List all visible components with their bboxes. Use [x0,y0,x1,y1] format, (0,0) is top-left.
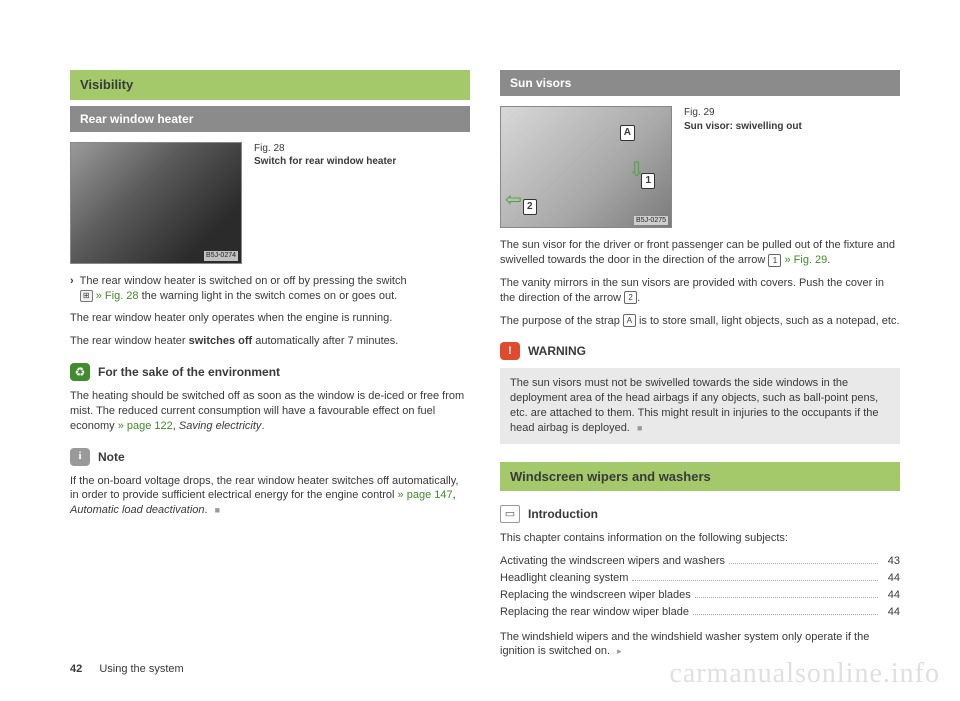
note-ref: » page 147 [398,489,453,501]
toc: Activating the windscreen wipers and was… [500,554,900,619]
end-marker: ■ [215,505,220,515]
note-heading: i Note [70,448,470,466]
paragraph-engine-running: The rear window heater only operates whe… [70,311,470,326]
right-column: Sun visors A 1 2 ⇩ ⇦ B5J-0275 Fig. 29 Su… [500,70,900,667]
label-2: 2 [523,199,537,215]
toc-row-1: Headlight cleaning system 44 [500,571,900,586]
environment-heading: ♻ For the sake of the environment [70,363,470,381]
note-post: , [453,489,456,501]
environment-title: For the sake of the environment [98,364,280,380]
figure-28-number: Fig. 28 [254,142,396,156]
label-A: A [620,125,635,141]
toc-label-1: Headlight cleaning system [500,571,628,586]
note-end: . [205,504,208,516]
sv-p3-post: is to store small, light objects, such a… [636,315,900,327]
page-number: 42 [70,663,82,675]
sunvisor-p3: The purpose of the strap A is to store s… [500,314,900,329]
toc-page-2: 44 [882,588,900,603]
sv-p2-pre: The vanity mirrors in the sun visors are… [500,277,884,304]
bullet-1-post: the warning light in the switch comes on… [142,290,398,302]
sv-p1-post: . [827,254,830,266]
chevron-icon: › [70,274,74,304]
figure-29-caption: Fig. 29 Sun visor: swivelling out [684,106,802,228]
left-column: Visibility Rear window heater B5J-0274 F… [70,70,470,667]
key-2: 2 [624,291,637,304]
page: Visibility Rear window heater B5J-0274 F… [0,0,960,697]
figure-29-number: Fig. 29 [684,106,802,120]
footer: 42 Using the system [70,662,184,677]
note-italic: Automatic load deactivation [70,504,205,516]
sunvisor-p2: The vanity mirrors in the sun visors are… [500,276,900,306]
warning-body: The sun visors must not be swivelled tow… [510,377,879,434]
toc-row-3: Replacing the rear window wiper blade 44 [500,605,900,620]
intro-post-text: The windshield wipers and the windshield… [500,631,869,658]
rear-window-heater-heading: Rear window heater [70,106,470,132]
intro-lead: This chapter contains information on the… [500,531,900,546]
key-1: 1 [768,254,781,267]
sv-p1-pre: The sun visor for the driver or front pa… [500,239,895,266]
toc-row-2: Replacing the windscreen wiper blades 44 [500,588,900,603]
toc-leader [693,614,878,615]
toc-row-0: Activating the windscreen wipers and was… [500,554,900,569]
p3-pre: The rear window heater [70,335,189,347]
bullet-1-text: The rear window heater is switched on or… [80,274,407,304]
figure-28-title: Switch for rear window heater [254,156,396,167]
sv-p2-post: . [637,292,640,304]
paragraph-switches-off: The rear window heater switches off auto… [70,334,470,349]
figure-29-title: Sun visor: swivelling out [684,121,802,132]
figure-28-row: B5J-0274 Fig. 28 Switch for rear window … [70,142,470,264]
toc-label-3: Replacing the rear window wiper blade [500,605,689,620]
warn-end-marker: ■ [637,423,642,433]
toc-label-2: Replacing the windscreen wiper blades [500,588,691,603]
visibility-heading: Visibility [70,70,470,100]
toc-page-3: 44 [882,605,900,620]
figure-29-row: A 1 2 ⇩ ⇦ B5J-0275 Fig. 29 Sun visor: sw… [500,106,900,228]
recycle-icon: ♻ [70,363,90,381]
warning-icon: ! [500,342,520,360]
env-ref: » page 122 [118,420,173,432]
toc-page-0: 43 [882,554,900,569]
arrow-1-icon: ⇩ [628,157,645,184]
continue-marker: ▸ [617,646,622,656]
warning-title: WARNING [528,343,586,359]
figure-29-image: A 1 2 ⇩ ⇦ B5J-0275 [500,106,672,228]
toc-label-0: Activating the windscreen wipers and was… [500,554,725,569]
p3-post: automatically after 7 minutes. [252,335,398,347]
p3-bold: switches off [189,335,253,347]
note-body: If the on-board voltage drops, the rear … [70,474,470,519]
book-icon: ▭ [500,505,520,523]
warning-heading: ! WARNING [500,342,900,360]
sun-visors-heading: Sun visors [500,70,900,96]
heater-switch-icon: ⊞ [80,290,93,302]
figure-28-caption: Fig. 28 Switch for rear window heater [254,142,396,264]
figure-28-code: B5J-0274 [204,251,238,260]
key-A: A [623,314,636,327]
environment-body: The heating should be switched off as so… [70,389,470,434]
introduction-title: Introduction [528,506,598,522]
info-icon: i [70,448,90,466]
arrow-2-icon: ⇦ [505,187,522,214]
bullet-1: › The rear window heater is switched on … [70,274,470,304]
introduction-heading: ▭ Introduction [500,505,900,523]
toc-leader [632,580,878,581]
intro-post: The windshield wipers and the windshield… [500,630,900,660]
figure-28-image: B5J-0274 [70,142,242,264]
fig28-ref: » Fig. 28 [96,290,139,302]
env-end: . [261,420,264,432]
sunvisor-p1: The sun visor for the driver or front pa… [500,238,900,268]
sv-p3-pre: The purpose of the strap [500,315,623,327]
figure-29-code: B5J-0275 [634,216,668,225]
wipers-heading: Windscreen wipers and washers [500,462,900,492]
toc-leader [695,597,878,598]
footer-section: Using the system [99,663,183,675]
fig29-ref: » Fig. 29 [781,254,827,266]
bullet-1-pre: The rear window heater is switched on or… [80,275,407,287]
toc-page-1: 44 [882,571,900,586]
env-italic: Saving electricity [179,420,262,432]
note-title: Note [98,449,125,465]
toc-leader [729,563,878,564]
warning-box: The sun visors must not be swivelled tow… [500,368,900,443]
